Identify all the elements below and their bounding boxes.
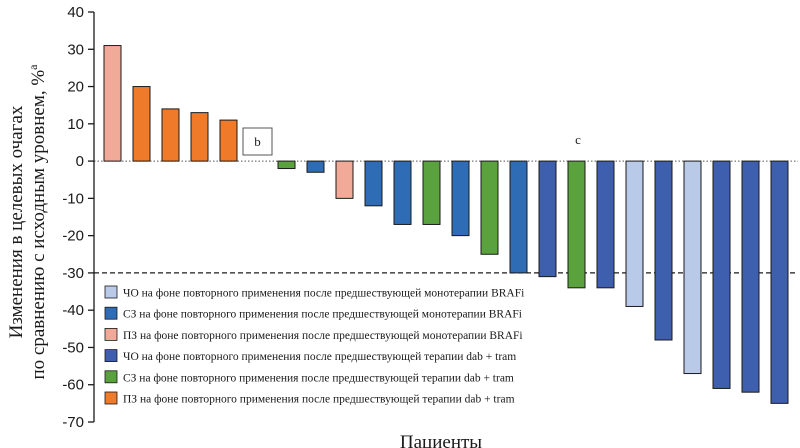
- legend: ЧО на фоне повторного применения после п…: [104, 285, 524, 406]
- annotation-c: c: [575, 132, 581, 147]
- legend-swatch: [104, 285, 118, 299]
- y-tick-label: -40: [62, 302, 84, 319]
- x-axis-title: Пациенты: [400, 432, 482, 448]
- legend-label: СЗ на фоне повторного применения после п…: [123, 309, 522, 321]
- y-tick-label: -50: [62, 339, 84, 356]
- y-tick-label: -60: [62, 377, 84, 394]
- legend-label: ПЗ на фоне повторного применения после п…: [123, 330, 523, 342]
- y-axis-title-line2: по сравнению с исходным уровнем, %a: [26, 64, 49, 380]
- legend-swatch: [104, 306, 118, 320]
- y-axis-title-line1: Изменения в целевых очагах: [6, 105, 27, 338]
- bar: [770, 160, 789, 404]
- bar: [393, 160, 412, 225]
- legend-label: ЧО на фоне повторного применения после п…: [123, 351, 516, 363]
- y-tick-label: -30: [62, 265, 84, 282]
- bar: [364, 160, 383, 207]
- bar: [654, 160, 673, 341]
- y-axis-title-line2-text: по сравнению с исходным уровнем, %: [28, 70, 49, 380]
- legend-swatch: [104, 391, 118, 405]
- annotation-b-label: b: [254, 134, 261, 149]
- bar: [683, 160, 702, 375]
- y-tick-label: -10: [62, 190, 84, 207]
- bar: [161, 108, 180, 162]
- legend-item: ЧО на фоне повторного применения после п…: [104, 285, 524, 300]
- legend-item: ПЗ на фоне повторного применения после п…: [104, 327, 523, 342]
- legend-item: СЗ на фоне повторного применения после п…: [104, 306, 522, 321]
- legend-swatch: [104, 327, 118, 341]
- bar: [741, 160, 760, 393]
- bar: [567, 160, 586, 289]
- y-axis-title-sup: a: [26, 64, 40, 70]
- legend-label: СЗ на фоне повторного применения после п…: [123, 372, 514, 384]
- bar: [277, 160, 296, 170]
- legend-item: ЧО на фоне повторного применения после п…: [104, 349, 516, 363]
- y-tick-label: -20: [62, 228, 84, 245]
- y-tick-label: 10: [67, 116, 84, 133]
- y-tick-label: 40: [67, 4, 84, 21]
- y-tick-label: 0: [76, 153, 84, 170]
- bar: [625, 160, 644, 307]
- legend-swatch: [104, 349, 118, 363]
- bar: [596, 160, 615, 289]
- legend-swatch: [104, 370, 118, 384]
- legend-label: ПЗ на фоне повторного применения после п…: [123, 394, 515, 406]
- bar: [712, 160, 731, 389]
- y-ticks: 40 30 20 10 0 -10 -20 -30 -40 -50 -60 -70: [62, 4, 94, 431]
- bar: [335, 160, 354, 199]
- bar: [451, 160, 470, 237]
- bar: [132, 86, 151, 162]
- y-tick-label: 30: [67, 41, 84, 58]
- legend-item: СЗ на фоне повторного применения после п…: [104, 370, 514, 384]
- bar: [103, 45, 122, 162]
- legend-item: ПЗ на фоне повторного применения после п…: [104, 391, 515, 406]
- bar: [219, 119, 238, 162]
- bar: [306, 160, 325, 173]
- bars: [103, 45, 789, 404]
- bar: [422, 160, 441, 225]
- y-tick-label: -70: [62, 414, 84, 431]
- bar: [538, 160, 557, 278]
- bar: [190, 112, 209, 162]
- y-tick-label: 20: [67, 79, 84, 96]
- annotation-b: b: [242, 127, 273, 156]
- legend-label: ЧО на фоне повторного применения после п…: [123, 288, 524, 300]
- bar: [509, 160, 528, 274]
- reference-lines: [94, 160, 798, 274]
- bar: [480, 160, 499, 255]
